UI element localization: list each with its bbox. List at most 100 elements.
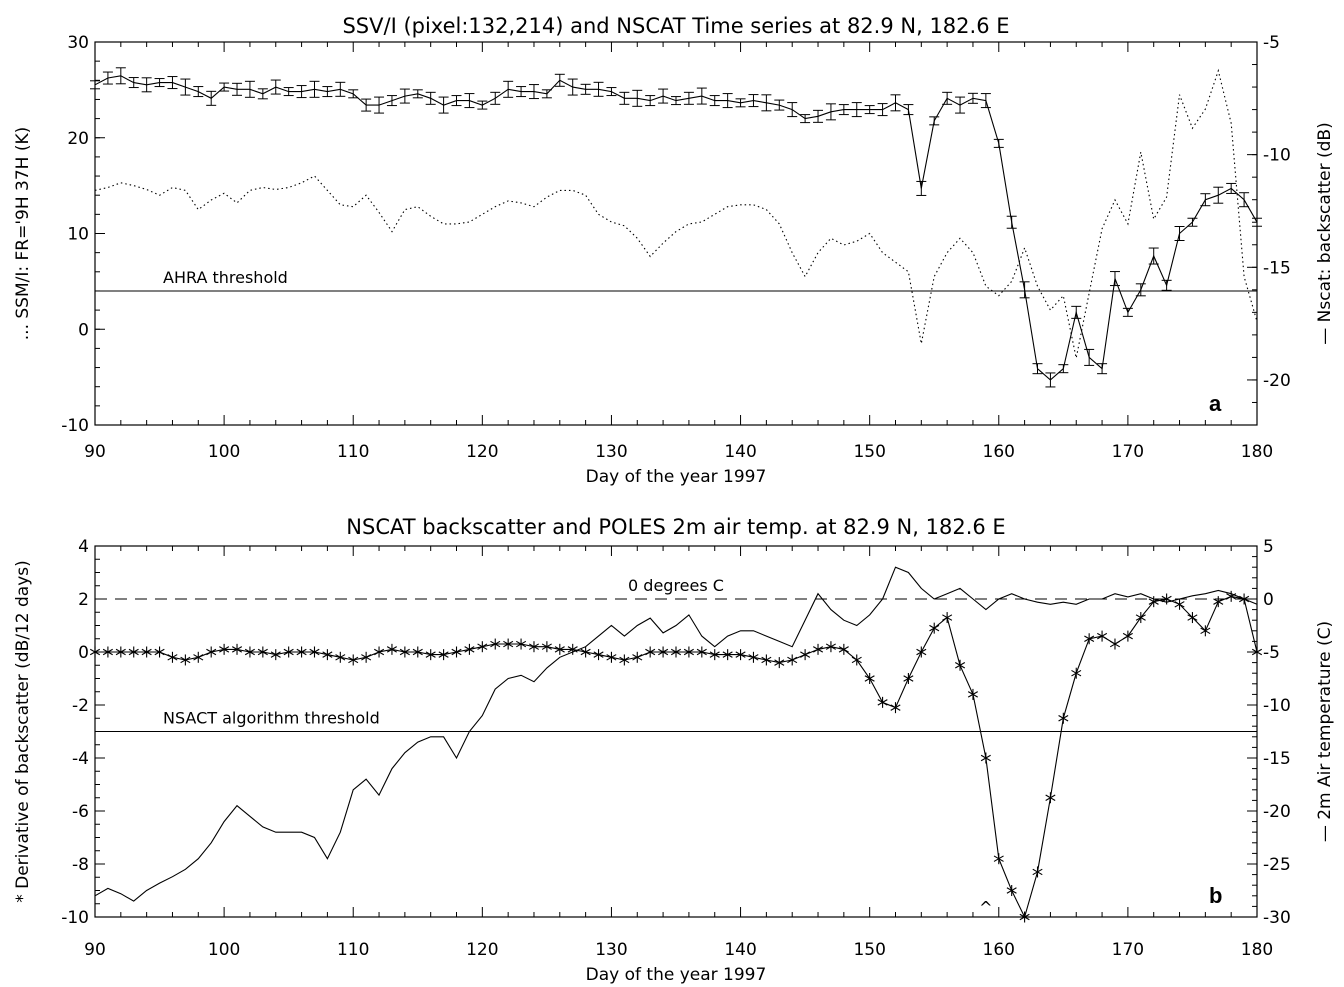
y-left-tick-label: 30 bbox=[67, 33, 89, 53]
asterisk-marker bbox=[528, 641, 540, 653]
asterisk-marker bbox=[812, 643, 824, 655]
asterisk-marker bbox=[1174, 598, 1185, 610]
asterisk-marker bbox=[1226, 590, 1237, 602]
series-line-1 bbox=[94, 75, 1258, 381]
x-tick-label: 110 bbox=[337, 442, 369, 462]
asterisk-marker bbox=[1251, 646, 1263, 658]
asterisk-marker bbox=[1148, 596, 1159, 608]
y-left-tick-label: 10 bbox=[67, 225, 89, 245]
x-tick-label: 180 bbox=[1241, 940, 1273, 960]
asterisk-marker bbox=[774, 657, 785, 669]
asterisk-marker bbox=[748, 651, 759, 663]
asterisk-marker bbox=[761, 654, 772, 666]
x-tick-label: 110 bbox=[337, 940, 369, 960]
asterisk-marker bbox=[322, 649, 333, 661]
y-left-tick-label: 20 bbox=[67, 129, 89, 149]
asterisk-marker bbox=[567, 643, 578, 655]
asterisk-marker bbox=[115, 646, 126, 658]
asterisk-marker bbox=[503, 638, 514, 650]
threshold-label: NSACT algorithm threshold bbox=[163, 709, 380, 728]
asterisk-marker bbox=[412, 646, 423, 658]
asterisk-marker bbox=[877, 696, 888, 708]
asterisk-marker bbox=[825, 641, 836, 653]
y-left-tick-label: 0 bbox=[78, 643, 89, 663]
asterisk-marker bbox=[193, 651, 204, 663]
y-right-tick-label: -5 bbox=[1263, 643, 1280, 663]
y-right-tick-label: -5 bbox=[1263, 33, 1280, 53]
y-left-tick-label: -10 bbox=[61, 908, 89, 928]
asterisk-marker bbox=[1045, 792, 1056, 804]
chart-title: SSV/I (pixel:132,214) and NSCAT Time ser… bbox=[342, 14, 1009, 38]
asterisk-marker bbox=[683, 646, 694, 658]
asterisk-marker bbox=[219, 643, 230, 655]
x-tick-label: 100 bbox=[208, 940, 240, 960]
x-tick-label: 160 bbox=[983, 940, 1015, 960]
y-right-tick-label: 5 bbox=[1263, 537, 1274, 557]
asterisk-marker bbox=[593, 649, 604, 661]
asterisk-marker bbox=[1032, 866, 1043, 878]
y-right-tick-label: 0 bbox=[1263, 590, 1274, 610]
panel-b-chart: NSCAT backscatter and POLES 2m air temp.… bbox=[13, 515, 1335, 985]
chart-title: NSCAT backscatter and POLES 2m air temp.… bbox=[346, 515, 1005, 539]
y-right-tick-label: -10 bbox=[1263, 146, 1291, 166]
asterisk-marker bbox=[348, 654, 359, 666]
asterisk-marker bbox=[141, 646, 152, 658]
asterisk-marker bbox=[309, 646, 320, 658]
x-tick-label: 180 bbox=[1241, 442, 1273, 462]
asterisk-marker bbox=[1071, 667, 1082, 679]
asterisk-marker bbox=[993, 853, 1004, 865]
asterisk-marker bbox=[89, 646, 101, 658]
x-tick-label: 130 bbox=[595, 940, 627, 960]
x-tick-label: 130 bbox=[595, 442, 627, 462]
asterisk-marker bbox=[658, 646, 669, 658]
asterisk-marker bbox=[1019, 911, 1030, 923]
panel-letter: b bbox=[1209, 883, 1222, 908]
threshold-label: AHRA threshold bbox=[163, 268, 288, 287]
asterisk-marker bbox=[606, 651, 617, 663]
asterisk-marker bbox=[154, 646, 165, 658]
x-axis-label: Day of the year 1997 bbox=[586, 965, 767, 985]
asterisk-marker bbox=[955, 659, 966, 671]
x-tick-label: 100 bbox=[208, 442, 240, 462]
asterisk-marker bbox=[477, 641, 488, 653]
asterisk-marker bbox=[838, 643, 849, 655]
zero-degree-label: 0 degrees C bbox=[628, 576, 724, 595]
y-right-tick-label: -30 bbox=[1263, 908, 1291, 928]
asterisk-marker bbox=[929, 622, 940, 634]
asterisk-marker bbox=[270, 649, 281, 661]
asterisk-marker bbox=[386, 643, 397, 655]
asterisk-marker bbox=[374, 646, 385, 658]
panel-letter: a bbox=[1209, 391, 1222, 416]
x-tick-label: 140 bbox=[724, 442, 756, 462]
asterisk-marker bbox=[516, 638, 527, 650]
y-left-axis-label: * Derivative of backscatter (dB/12 days) bbox=[13, 560, 33, 903]
asterisk-marker bbox=[180, 654, 191, 666]
y-right-axis-label: — Nscat: backscatter (dB) bbox=[1315, 122, 1335, 344]
asterisk-marker bbox=[167, 651, 178, 663]
y-right-tick-label: -25 bbox=[1263, 855, 1291, 875]
asterisk-marker bbox=[206, 646, 217, 658]
asterisk-marker bbox=[864, 673, 875, 684]
asterisk-marker bbox=[1097, 630, 1108, 642]
x-tick-label: 120 bbox=[466, 442, 498, 462]
asterisk-marker bbox=[890, 702, 901, 714]
x-tick-label: 160 bbox=[983, 442, 1015, 462]
y-left-tick-label: 2 bbox=[78, 590, 89, 610]
asterisk-marker bbox=[709, 649, 720, 661]
asterisk-marker bbox=[1187, 612, 1198, 624]
asterisk-marker bbox=[257, 646, 268, 658]
asterisk-marker bbox=[541, 641, 552, 653]
x-tick-label: 90 bbox=[84, 940, 106, 960]
asterisk-marker bbox=[722, 649, 733, 661]
y-left-tick-label: -8 bbox=[72, 855, 89, 875]
asterisk-marker bbox=[903, 673, 914, 684]
asterisk-marker bbox=[916, 646, 927, 658]
y-right-tick-label: -15 bbox=[1263, 258, 1291, 278]
y-right-axis-label: — 2m Air temperature (C) bbox=[1315, 621, 1335, 842]
y-right-tick-label: -20 bbox=[1263, 802, 1291, 822]
asterisk-marker bbox=[244, 646, 255, 658]
asterisk-marker bbox=[1058, 712, 1069, 724]
asterisk-marker bbox=[1135, 612, 1146, 624]
y-right-tick-label: -15 bbox=[1263, 749, 1291, 769]
asterisk-marker bbox=[632, 651, 643, 663]
